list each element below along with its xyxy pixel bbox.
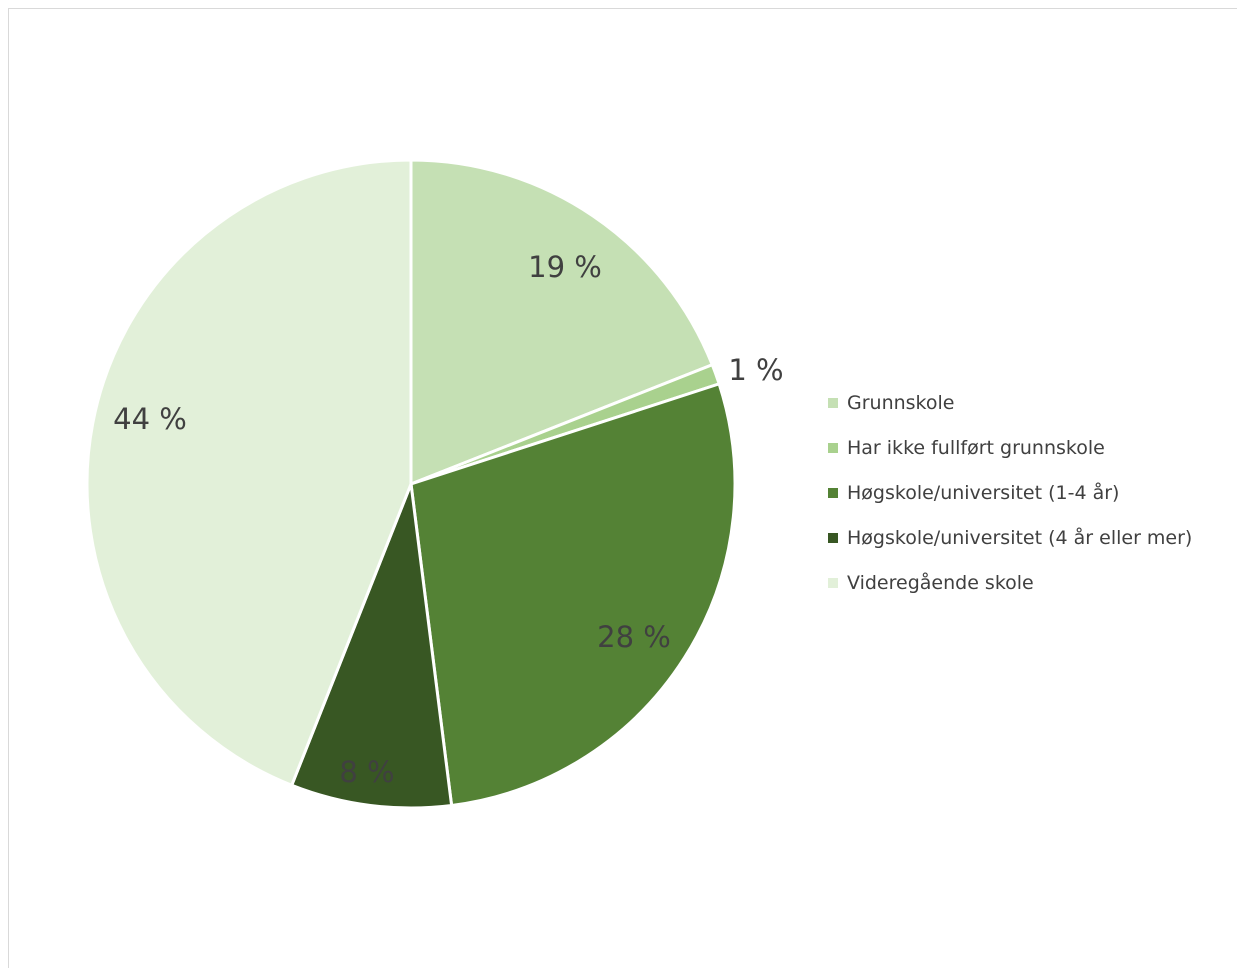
data-label-videregaende: 44 % (113, 402, 187, 436)
legend-label: Høgskole/universitet (4 år eller mer) (847, 526, 1193, 549)
legend-swatch (828, 487, 838, 498)
chart-area (8, 8, 1237, 968)
legend-item-har-ikke-fullfort: Har ikke fullført grunnskole (828, 425, 1233, 470)
pie-slice-hogskole-1-4 (409, 382, 737, 807)
data-label-har-ikke-fullfort: 1 % (728, 353, 783, 387)
pie-slices (85, 158, 737, 810)
legend-label: Videregående skole (847, 571, 1034, 594)
data-label-grunnskole: 19 % (528, 250, 602, 284)
chart-legend: Grunnskole Har ikke fullført grunnskole … (828, 380, 1233, 605)
pie-data-labels: 19 % 1 % 28 % 8 % 44 % (113, 250, 783, 789)
legend-label: Grunnskole (847, 391, 955, 414)
legend-item-videregaende: Videregående skole (828, 560, 1233, 605)
legend-item-hogskole-4-plus: Høgskole/universitet (4 år eller mer) (828, 515, 1233, 560)
legend-item-hogskole-1-4: Høgskole/universitet (1-4 år) (828, 470, 1233, 515)
legend-label: Høgskole/universitet (1-4 år) (847, 481, 1120, 504)
legend-swatch (828, 532, 838, 543)
data-label-hogskole-4-plus: 8 % (339, 755, 394, 789)
legend-swatch (828, 577, 838, 588)
legend-swatch (828, 442, 838, 453)
pie-slice-grunnskole (409, 158, 714, 486)
legend-item-grunnskole: Grunnskole (828, 380, 1233, 425)
data-label-hogskole-1-4: 28 % (597, 620, 671, 654)
legend-label: Har ikke fullført grunnskole (847, 436, 1105, 459)
pie-slice-hogskole-4-plus (290, 482, 454, 810)
legend-swatch (828, 397, 838, 408)
pie-slice-videregaende (85, 158, 413, 787)
